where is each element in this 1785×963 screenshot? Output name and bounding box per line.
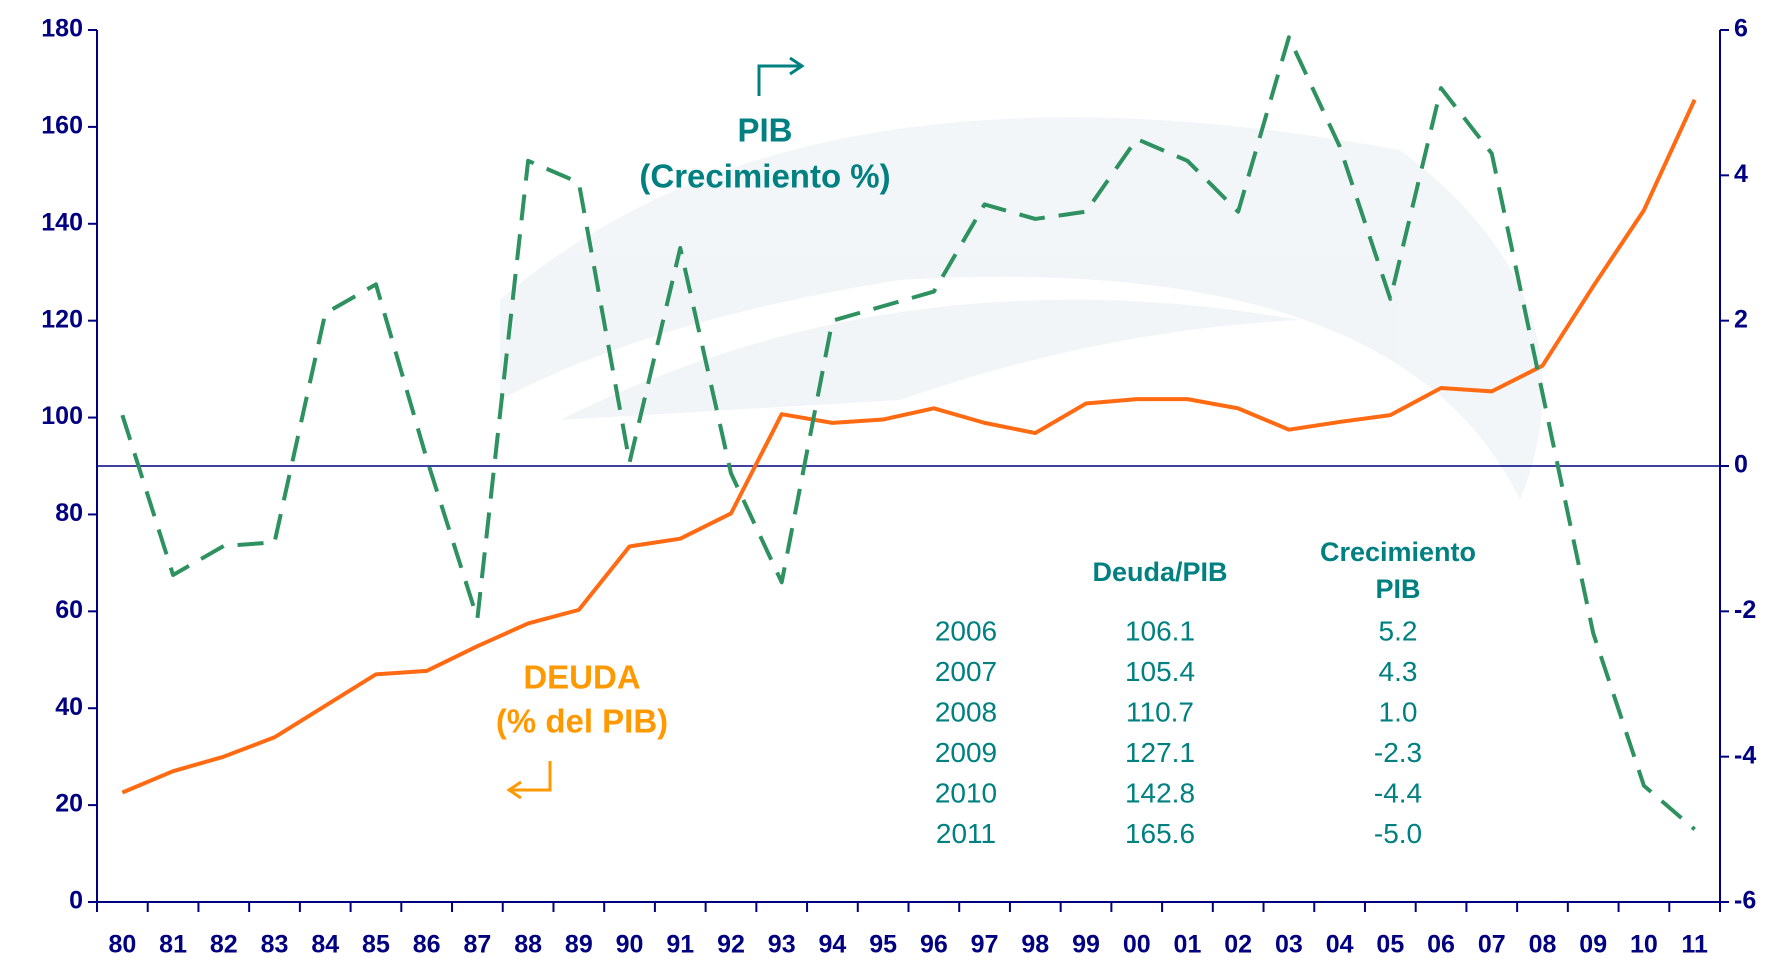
table-cell: 1.0 [1379, 696, 1418, 727]
table-cell: 2006 [935, 615, 997, 646]
y-tick-label: 120 [41, 305, 83, 333]
table-header: PIB [1375, 574, 1420, 604]
y2-tick-label: 4 [1734, 160, 1748, 188]
y-tick-label: 40 [55, 693, 83, 721]
table-header: Crecimiento [1320, 537, 1476, 567]
x-tick-label: 93 [768, 931, 796, 959]
y2-tick-label: -2 [1734, 596, 1756, 624]
x-tick-label: 82 [210, 931, 238, 959]
series-line [121, 98, 1697, 795]
table-cell: 105.4 [1125, 656, 1195, 687]
table-cell: 165.6 [1125, 818, 1195, 849]
x-tick-label: 09 [1579, 931, 1607, 959]
pib-arrow-head [789, 56, 805, 76]
x-tick-label: 84 [311, 931, 339, 959]
table-header: Deuda/PIB [1092, 557, 1227, 587]
x-tick-label: 05 [1376, 931, 1404, 959]
table-cell: 4.3 [1379, 656, 1418, 687]
y2-tick-label: -4 [1734, 741, 1756, 769]
table-cell: 2010 [935, 777, 997, 808]
y-tick-label: 20 [55, 790, 83, 818]
x-tick-label: 85 [362, 931, 390, 959]
deuda-arrow [511, 761, 552, 792]
x-tick-label: 99 [1072, 931, 1100, 959]
y-tick-label: 180 [41, 15, 83, 43]
y-tick-label: 160 [41, 111, 83, 139]
x-tick-label: 86 [413, 931, 441, 959]
x-tick-label: 94 [819, 931, 847, 959]
y2-tick-label: 2 [1734, 305, 1748, 333]
y-tick-label: 0 [69, 887, 83, 915]
x-tick-label: 08 [1529, 931, 1557, 959]
annotation: PIB [737, 112, 792, 149]
y2-tick-label: 6 [1734, 15, 1748, 43]
x-tick-label: 89 [565, 931, 593, 959]
x-tick-label: 00 [1123, 931, 1151, 959]
table-cell: 110.7 [1126, 696, 1194, 727]
y-tick-label: 80 [55, 499, 83, 527]
watermark [500, 117, 1543, 500]
x-tick-label: 91 [666, 931, 694, 959]
y-tick-label: 60 [55, 596, 83, 624]
x-tick-label: 90 [616, 931, 644, 959]
x-tick-label: 02 [1224, 931, 1252, 959]
x-tick-label: 83 [261, 931, 289, 959]
table-cell: -4.4 [1374, 777, 1422, 808]
x-tick-label: 04 [1326, 931, 1354, 959]
x-tick-label: 81 [159, 931, 187, 959]
x-tick-label: 97 [971, 931, 999, 959]
x-tick-label: 07 [1478, 931, 1506, 959]
x-tick-label: 80 [108, 931, 136, 959]
table-cell: 2009 [935, 737, 997, 768]
table-cell: 5.2 [1379, 615, 1418, 646]
deuda-arrow-head [506, 780, 522, 800]
table-cell: 106.1 [1125, 615, 1195, 646]
x-tick-label: 03 [1275, 931, 1303, 959]
x-tick-label: 92 [717, 931, 745, 959]
y2-tick-label: -6 [1734, 887, 1756, 915]
table-cell: 142.8 [1125, 777, 1195, 808]
x-tick-label: 06 [1427, 931, 1455, 959]
table-cell: -5.0 [1374, 818, 1422, 849]
x-tick-label: 95 [869, 931, 897, 959]
table-cell: 2011 [936, 818, 996, 849]
table-cell: 2008 [935, 696, 997, 727]
y-tick-label: 140 [41, 208, 83, 236]
x-tick-label: 96 [920, 931, 948, 959]
y-tick-label: 100 [41, 402, 83, 430]
x-tick-label: 98 [1021, 931, 1049, 959]
x-tick-label: 01 [1174, 931, 1202, 959]
x-tick-label: 10 [1630, 931, 1658, 959]
table-cell: -2.3 [1374, 737, 1422, 768]
table-cell: 127.1 [1125, 737, 1195, 768]
annotation: (Crecimiento %) [639, 158, 890, 195]
y2-tick-label: 0 [1734, 451, 1748, 479]
x-tick-label: 88 [514, 931, 542, 959]
table-cell: 2007 [935, 656, 997, 687]
pib-arrow [757, 64, 800, 96]
x-tick-label: 87 [463, 931, 491, 959]
series-line [120, 35, 1696, 831]
x-tick-label: 11 [1681, 931, 1708, 959]
annotation: (% del PIB) [496, 703, 668, 740]
annotation: DEUDA [523, 659, 640, 696]
